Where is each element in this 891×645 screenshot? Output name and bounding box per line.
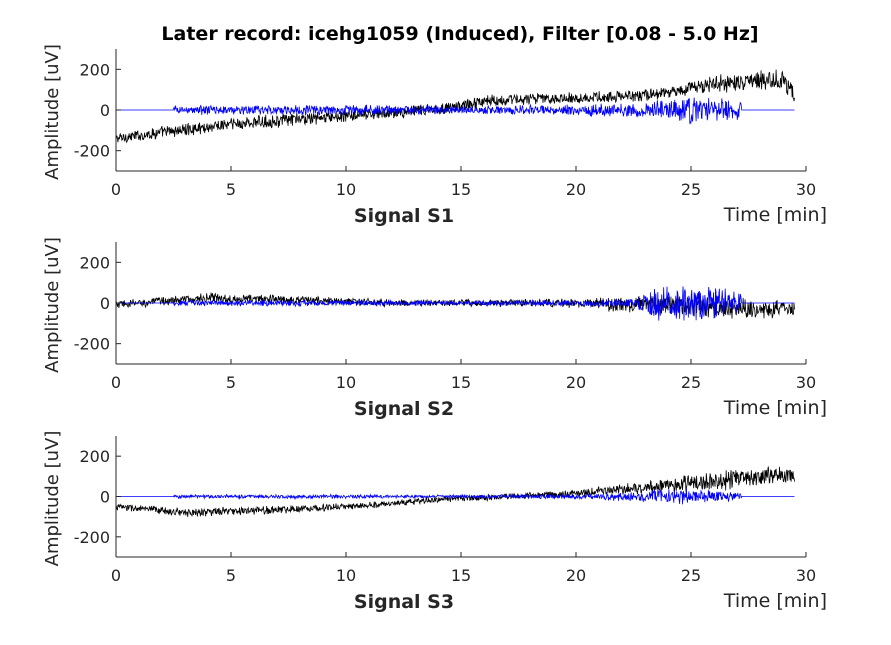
x-tick-label: 25: [681, 566, 701, 585]
y-tick-label: 0: [100, 294, 110, 313]
x-tick-label: 20: [566, 180, 586, 199]
y-tick-label: -200: [74, 142, 110, 161]
x-tick-label: 10: [336, 180, 356, 199]
y-tick-label: 0: [100, 488, 110, 507]
series-line-2: [116, 97, 795, 125]
x-tick-label: 10: [336, 566, 356, 585]
y-axis-label: Amplitude [uV]: [42, 44, 63, 180]
y-tick-label: -200: [74, 335, 110, 354]
series-line-1: [116, 69, 795, 144]
y-tick-label: 200: [79, 253, 110, 272]
x-tick-label: 5: [226, 566, 236, 585]
y-tick-label: 0: [100, 101, 110, 120]
x-axis-label: Time [min]: [723, 397, 827, 419]
y-tick-label: -200: [74, 528, 110, 547]
figure-title: Later record: icehg1059 (Induced), Filte…: [161, 23, 758, 45]
x-tick-label: 15: [451, 180, 471, 199]
subplot-subtitle: Signal S1: [354, 205, 454, 227]
x-tick-label: 25: [681, 180, 701, 199]
y-tick-label: 200: [79, 447, 110, 466]
x-tick-label: 15: [451, 566, 471, 585]
y-axis-label: Amplitude [uV]: [42, 237, 63, 373]
subplot-subtitle: Signal S2: [354, 398, 454, 420]
x-tick-label: 25: [681, 373, 701, 392]
x-tick-label: 15: [451, 373, 471, 392]
x-tick-label: 20: [566, 566, 586, 585]
x-tick-label: 5: [226, 373, 236, 392]
x-tick-label: 0: [111, 180, 121, 199]
subplot-subtitle: Signal S3: [354, 591, 454, 613]
series-line-1: [116, 466, 795, 518]
x-tick-label: 20: [566, 373, 586, 392]
y-tick-label: 200: [79, 60, 110, 79]
x-tick-label: 0: [111, 566, 121, 585]
x-tick-label: 30: [796, 373, 816, 392]
y-axis-label: Amplitude [uV]: [42, 431, 63, 567]
x-axis-label: Time [min]: [723, 590, 827, 612]
x-tick-label: 5: [226, 180, 236, 199]
x-axis-label: Time [min]: [723, 204, 827, 226]
series-line-2: [116, 487, 795, 505]
x-tick-label: 10: [336, 373, 356, 392]
x-tick-label: 30: [796, 566, 816, 585]
series-line-2: [116, 286, 795, 321]
x-tick-label: 0: [111, 373, 121, 392]
x-tick-label: 30: [796, 180, 816, 199]
